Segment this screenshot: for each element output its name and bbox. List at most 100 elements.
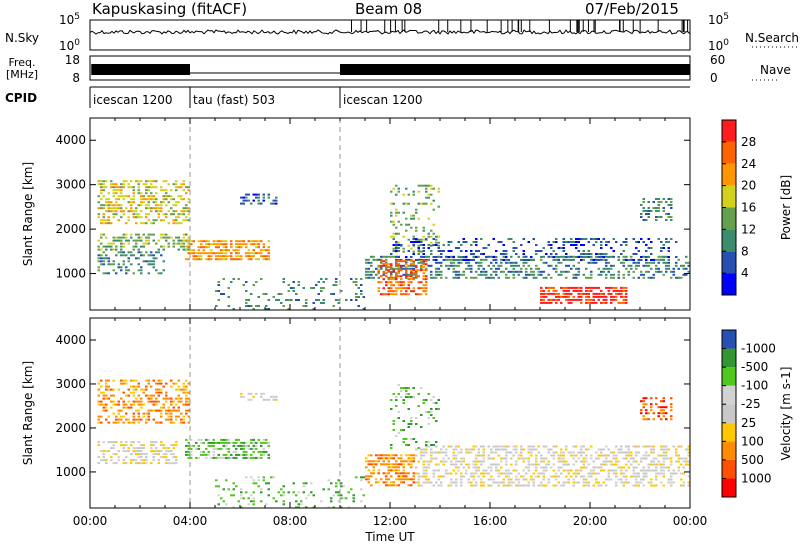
data-cell: [622, 466, 625, 469]
data-cell: [405, 202, 408, 205]
data-cell: [627, 466, 630, 469]
data-cell: [210, 243, 213, 246]
data-cell: [595, 457, 598, 460]
data-cell: [415, 269, 418, 272]
colorbar-tick-label: 25: [741, 416, 756, 430]
data-cell: [250, 456, 253, 459]
data-cell: [365, 273, 368, 276]
data-cell: [405, 290, 408, 293]
data-cell: [420, 267, 423, 270]
data-cell: [197, 456, 200, 459]
data-cell: [160, 382, 163, 385]
x-tick-label: 12:00: [373, 514, 408, 528]
data-cell: [262, 398, 265, 401]
data-cell: [597, 286, 600, 289]
data-cell: [567, 481, 570, 484]
data-cell: [242, 240, 245, 243]
data-cell: [257, 438, 260, 441]
data-cell: [555, 267, 558, 270]
data-cell: [665, 445, 668, 448]
data-cell: [397, 281, 400, 284]
data-cell: [387, 266, 390, 269]
data-cell: [157, 248, 160, 251]
data-cell: [177, 195, 180, 198]
data-cell: [147, 198, 150, 201]
data-cell: [145, 207, 148, 210]
data-cell: [660, 454, 663, 457]
data-cell: [127, 394, 130, 397]
data-cell: [592, 286, 595, 289]
data-cell: [127, 201, 130, 204]
data-cell: [367, 276, 370, 279]
data-cell: [180, 400, 183, 403]
data-cell: [120, 382, 123, 385]
data-cell: [607, 460, 610, 463]
data-cell: [517, 481, 520, 484]
data-cell: [450, 478, 453, 481]
data-cell: [635, 264, 638, 267]
data-cell: [187, 447, 190, 450]
data-cell: [252, 482, 255, 485]
data-cell: [407, 275, 410, 278]
data-cell: [440, 250, 443, 252]
data-cell: [592, 484, 595, 487]
data-cell: [257, 252, 260, 255]
data-cell: [662, 460, 665, 463]
data-cell: [180, 195, 183, 198]
data-cell: [485, 276, 488, 279]
data-cell: [147, 394, 150, 397]
data-cell: [410, 484, 413, 487]
data-cell: [675, 451, 678, 454]
data-cell: [260, 500, 263, 503]
data-cell: [460, 448, 463, 451]
data-cell: [500, 481, 503, 484]
data-cell: [222, 444, 225, 447]
data-cell: [610, 286, 613, 289]
data-cell: [177, 415, 180, 418]
data-cell: [612, 276, 615, 279]
data-cell: [667, 204, 670, 206]
data-cell: [330, 293, 333, 295]
data-cell: [222, 278, 225, 280]
nsky-label: N.Sky: [5, 31, 39, 45]
data-cell: [415, 272, 418, 275]
data-cell: [567, 241, 570, 243]
data-cell: [565, 469, 568, 472]
data-cell: [252, 249, 255, 252]
data-cell: [100, 403, 103, 406]
data-cell: [657, 261, 660, 264]
data-cell: [247, 456, 250, 459]
data-cell: [435, 457, 438, 460]
data-cell: [312, 308, 315, 310]
data-cell: [235, 243, 238, 246]
data-cell: [152, 198, 155, 201]
data-cell: [592, 469, 595, 472]
data-cell: [337, 500, 340, 503]
data-cell: [665, 457, 668, 460]
data-cell: [522, 478, 525, 481]
data-cell: [110, 441, 113, 444]
data-cell: [547, 448, 550, 451]
data-cell: [670, 276, 673, 279]
data-cell: [435, 270, 438, 273]
data-cell: [237, 278, 240, 280]
data-cell: [115, 207, 118, 210]
data-cell: [570, 238, 573, 240]
data-cell: [655, 472, 658, 475]
data-cell: [680, 463, 683, 466]
data-cell: [152, 263, 155, 266]
data-cell: [555, 289, 558, 292]
data-cell: [412, 190, 415, 193]
data-cell: [185, 216, 188, 219]
data-cell: [465, 256, 468, 258]
data-cell: [150, 400, 153, 403]
data-cell: [155, 421, 158, 424]
data-cell: [127, 450, 130, 453]
data-cell: [242, 284, 245, 286]
data-cell: [425, 287, 428, 290]
data-cell: [392, 454, 395, 457]
data-cell: [540, 270, 543, 273]
data-cell: [650, 406, 653, 409]
data-cell: [602, 295, 605, 298]
data-cell: [607, 289, 610, 292]
